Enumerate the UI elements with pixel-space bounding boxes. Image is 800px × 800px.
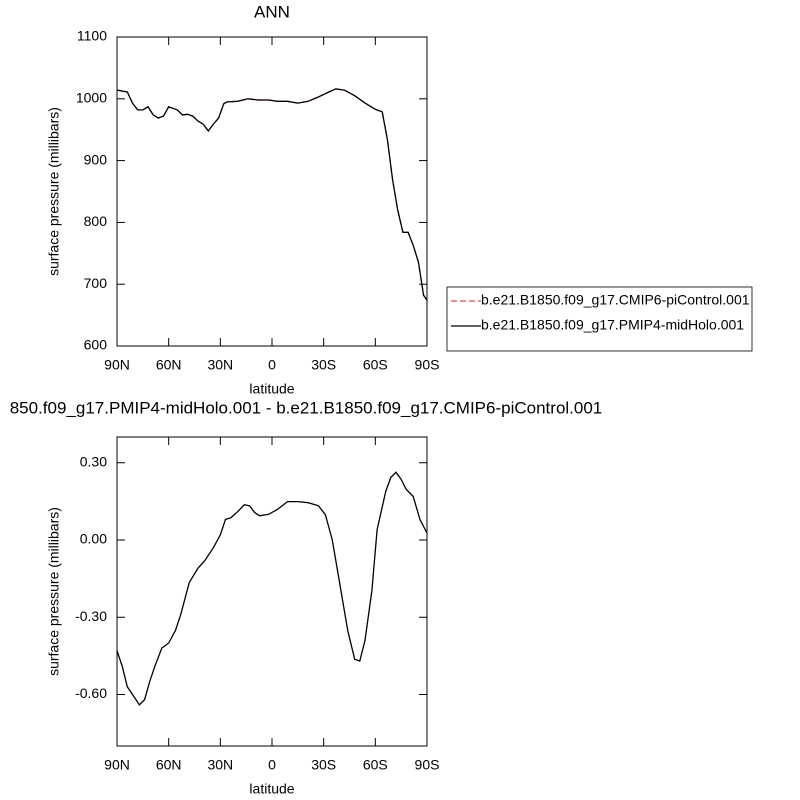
- legend-label: b.e21.B1850.f09_g17.CMIP6-piControl.001: [481, 292, 750, 308]
- x-tick-label: 30N: [207, 357, 233, 373]
- x-tick-label: 60N: [156, 757, 182, 773]
- chart-title: 850.f09_g17.PMIP4-midHolo.001 - b.e21.B1…: [10, 398, 603, 417]
- x-tick-label: 60N: [156, 357, 182, 373]
- x-tick-label: 30N: [207, 757, 233, 773]
- x-tick-label: 0: [268, 757, 276, 773]
- y-tick-label: 1000: [76, 90, 107, 106]
- x-tick-label: 90N: [104, 757, 130, 773]
- x-axis-label: latitude: [249, 781, 294, 797]
- chart-title: ANN: [254, 2, 290, 21]
- y-tick-label: 900: [84, 151, 108, 167]
- y-tick-label: 1100: [77, 28, 107, 44]
- x-tick-label: 90N: [104, 357, 130, 373]
- plot-frame: [116, 436, 428, 747]
- x-tick-label: 30S: [311, 757, 336, 773]
- x-tick-label: 0: [268, 357, 276, 373]
- y-tick-label: 700: [84, 275, 108, 291]
- y-tick-label: -0.60: [75, 685, 107, 701]
- x-tick-label: 30S: [311, 357, 336, 373]
- y-tick-label: -0.30: [75, 608, 107, 624]
- x-axis-label: latitude: [249, 381, 294, 397]
- y-axis-label: surface pressure (millibars): [46, 107, 62, 276]
- plot-frame: [116, 36, 428, 347]
- x-tick-label: 90S: [415, 757, 440, 773]
- data-line: [116, 471, 428, 706]
- legend-label: b.e21.B1850.f09_g17.PMIP4-midHolo.001: [481, 317, 744, 333]
- y-tick-label: 800: [84, 213, 108, 229]
- data-line: [116, 88, 428, 301]
- y-axis-label: surface pressure (millibars): [46, 507, 62, 676]
- x-tick-label: 60S: [363, 357, 388, 373]
- y-tick-label: 600: [84, 337, 108, 353]
- x-tick-label: 90S: [415, 357, 440, 373]
- y-tick-label: 0.30: [80, 453, 107, 469]
- data-line: [116, 88, 428, 301]
- x-tick-label: 60S: [363, 757, 388, 773]
- legend-box: [446, 286, 753, 352]
- y-tick-label: 0.00: [80, 531, 107, 547]
